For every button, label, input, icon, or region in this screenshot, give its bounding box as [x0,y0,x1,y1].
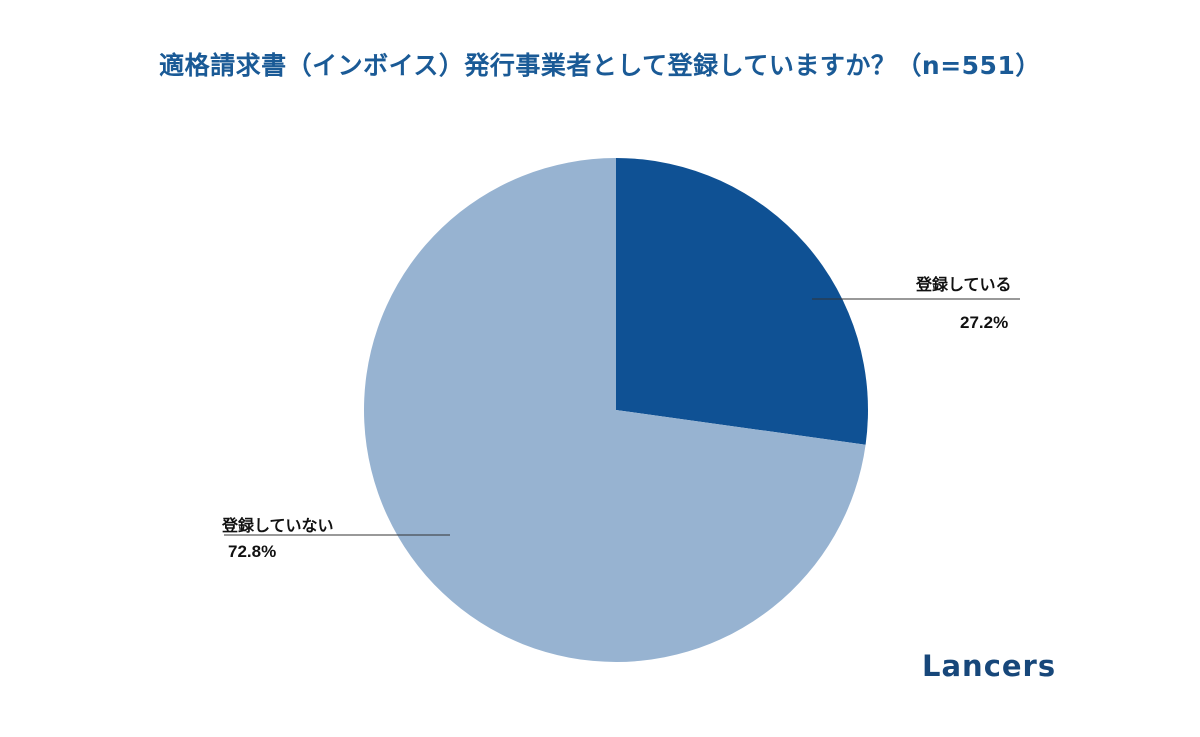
pie-slice-1 [364,158,866,663]
slice-label-not-registered: 登録していない [222,516,334,535]
pie-slice-0 [616,158,868,445]
slice-value-not-registered: 72.8% [228,542,277,561]
slice-label-registered: 登録している [916,275,1012,294]
chart-title: 適格請求書（インボイス）発行事業者として登録していますか？（n=551） [159,51,1041,80]
slice-value-registered: 27.2% [960,313,1009,332]
lancers-logo: Lancers [922,649,1057,683]
